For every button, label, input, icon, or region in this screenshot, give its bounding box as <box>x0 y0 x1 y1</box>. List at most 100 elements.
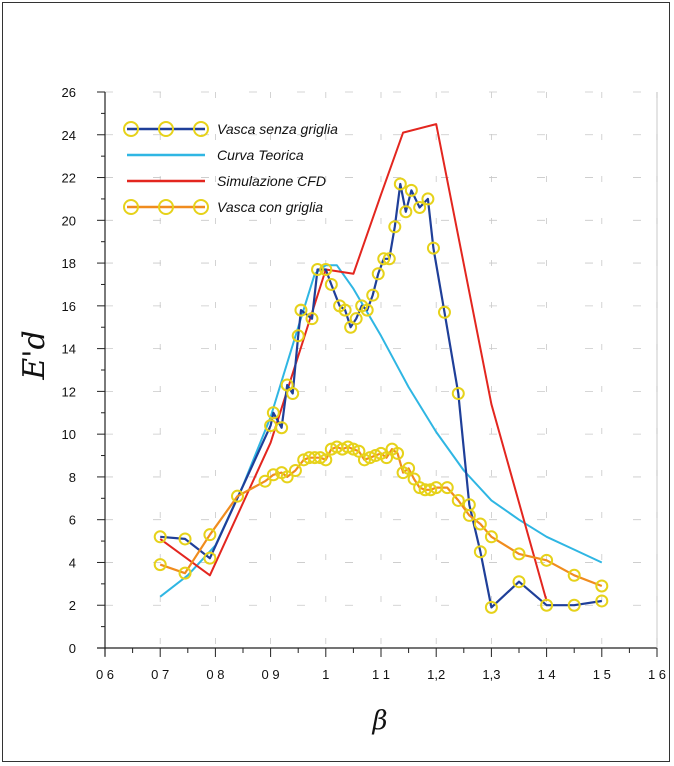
legend-label-0: Vasca senza griglia <box>217 121 338 137</box>
point-vasca-senza-griglia-23 <box>382 252 396 266</box>
y-tick-label-5: 10 <box>62 427 76 442</box>
x-tick-label-7: 1,3 <box>482 667 500 682</box>
legend-entry-vasca-senza-griglia: Vasca senza griglia <box>123 121 338 137</box>
point-vasca-senza-griglia-7 <box>286 387 300 401</box>
point-vasca-con-griglia-2 <box>203 528 217 542</box>
series-line-vasca-senza-griglia <box>160 182 602 609</box>
point-vasca-con-griglia-8 <box>288 464 302 478</box>
point-vasca-con-griglia-28 <box>402 461 416 475</box>
point-vasca-senza-griglia-13 <box>324 277 338 291</box>
point-vasca-senza-griglia-10 <box>305 312 319 326</box>
point-vasca-con-griglia-34 <box>440 481 454 495</box>
point-vasca-con-griglia-35 <box>451 493 465 507</box>
point-vasca-con-griglia-1 <box>178 566 192 580</box>
point-vasca-con-griglia-5 <box>266 468 280 482</box>
x-ticks: 0 6 0 7 0 8 0 9 1 1 1 1,2 1,3 1 4 1 5 1 6 <box>96 648 666 682</box>
point-vasca-senza-griglia-32 <box>451 387 465 401</box>
point-vasca-con-griglia-4 <box>258 474 272 488</box>
legend-marker-0-2 <box>193 121 209 137</box>
point-vasca-con-griglia-38 <box>484 530 498 544</box>
point-vasca-senza-griglia-2 <box>203 551 217 565</box>
x-tick-label-8: 1 4 <box>538 667 556 682</box>
point-vasca-senza-griglia-37 <box>540 598 554 612</box>
point-vasca-senza-griglia-4 <box>266 406 280 420</box>
point-vasca-con-griglia-40 <box>540 553 554 567</box>
y-tick-label-1: 2 <box>69 598 76 613</box>
point-vasca-con-griglia-41 <box>567 568 581 582</box>
point-vasca-con-griglia-0 <box>153 558 167 572</box>
legend-entry-vasca-con-griglia: Vasca con griglia <box>123 199 323 215</box>
y-tick-label-9: 18 <box>62 256 76 271</box>
point-vasca-senza-griglia-22 <box>377 252 391 266</box>
x-tick-label-0: 0 6 <box>96 667 114 682</box>
series-vasca-senza-griglia <box>153 177 609 614</box>
x-tick-label-4: 1 <box>322 667 329 682</box>
x-axis-label: β <box>371 706 387 736</box>
x-tick-label-1: 0 7 <box>151 667 169 682</box>
point-vasca-senza-griglia-21 <box>371 267 385 281</box>
point-vasca-senza-griglia-17 <box>349 312 363 326</box>
x-tick-label-2: 0 8 <box>206 667 224 682</box>
y-tick-label-8: 16 <box>62 299 76 314</box>
point-vasca-senza-griglia-36 <box>512 575 526 589</box>
x-tick-label-9: 1 5 <box>593 667 611 682</box>
legend-marker-0-1 <box>158 121 174 137</box>
point-vasca-senza-griglia-5 <box>275 421 289 435</box>
point-vasca-senza-griglia-0 <box>153 530 167 544</box>
point-vasca-senza-griglia-31 <box>437 305 451 319</box>
y-tick-label-0: 0 <box>69 641 76 656</box>
point-vasca-senza-griglia-25 <box>393 177 407 191</box>
grid <box>105 91 658 648</box>
series-vasca-con-griglia <box>153 440 609 593</box>
y-axis-label: E'd <box>17 330 52 380</box>
x-tick-label-10: 1 6 <box>648 667 666 682</box>
point-vasca-senza-griglia-1 <box>178 532 192 546</box>
y-tick-label-11: 22 <box>62 171 76 186</box>
y-tick-label-10: 20 <box>62 213 76 228</box>
y-tick-label-13: 26 <box>62 85 76 100</box>
series-line-simulazione-cfd <box>159 123 548 602</box>
series-layer <box>153 123 609 614</box>
point-vasca-senza-griglia-27 <box>404 183 418 197</box>
x-tick-label-5: 1 1 <box>372 667 390 682</box>
point-vasca-senza-griglia-34 <box>473 545 487 559</box>
legend-entry-curva-teorica: Curva Teorica <box>127 147 304 163</box>
series-simulazione-cfd <box>159 123 548 602</box>
point-vasca-con-griglia-36 <box>462 508 476 522</box>
point-vasca-senza-griglia-19 <box>360 303 374 317</box>
y-tick-label-7: 14 <box>62 342 76 357</box>
point-vasca-con-griglia-7 <box>280 470 294 484</box>
y-tick-label-3: 6 <box>69 513 76 528</box>
legend: Vasca senza griglia Curva Teorica Simulazi… <box>123 121 338 215</box>
y-tick-label-2: 4 <box>69 555 76 570</box>
point-vasca-senza-griglia-35 <box>484 600 498 614</box>
point-vasca-con-griglia-39 <box>512 547 526 561</box>
point-vasca-senza-griglia-12 <box>319 262 333 276</box>
point-vasca-senza-griglia-8 <box>291 329 305 343</box>
point-vasca-senza-griglia-28 <box>413 200 427 214</box>
point-vasca-con-griglia-37 <box>473 517 487 531</box>
point-vasca-con-griglia-26 <box>391 446 405 460</box>
legend-label-3: Vasca con griglia <box>217 199 323 215</box>
legend-marker-3-1 <box>158 199 174 215</box>
y-tick-label-12: 24 <box>62 128 76 143</box>
point-vasca-senza-griglia-38 <box>567 598 581 612</box>
legend-entry-simulazione-cfd: Simulazione CFD <box>127 173 326 189</box>
point-vasca-con-griglia-13 <box>319 453 333 467</box>
point-vasca-senza-griglia-9 <box>294 303 308 317</box>
point-vasca-con-griglia-42 <box>595 579 609 593</box>
point-vasca-senza-griglia-26 <box>399 205 413 219</box>
point-vasca-senza-griglia-30 <box>426 241 440 255</box>
point-vasca-con-griglia-3 <box>230 489 244 503</box>
point-vasca-senza-griglia-29 <box>421 192 435 206</box>
legend-marker-0-0 <box>123 121 139 137</box>
x-tick-label-6: 1,2 <box>427 667 445 682</box>
y-tick-label-4: 8 <box>69 470 76 485</box>
y-tick-label-6: 12 <box>62 384 76 399</box>
point-vasca-senza-griglia-15 <box>338 303 352 317</box>
legend-label-2: Simulazione CFD <box>217 173 326 189</box>
point-vasca-senza-griglia-11 <box>311 262 325 276</box>
